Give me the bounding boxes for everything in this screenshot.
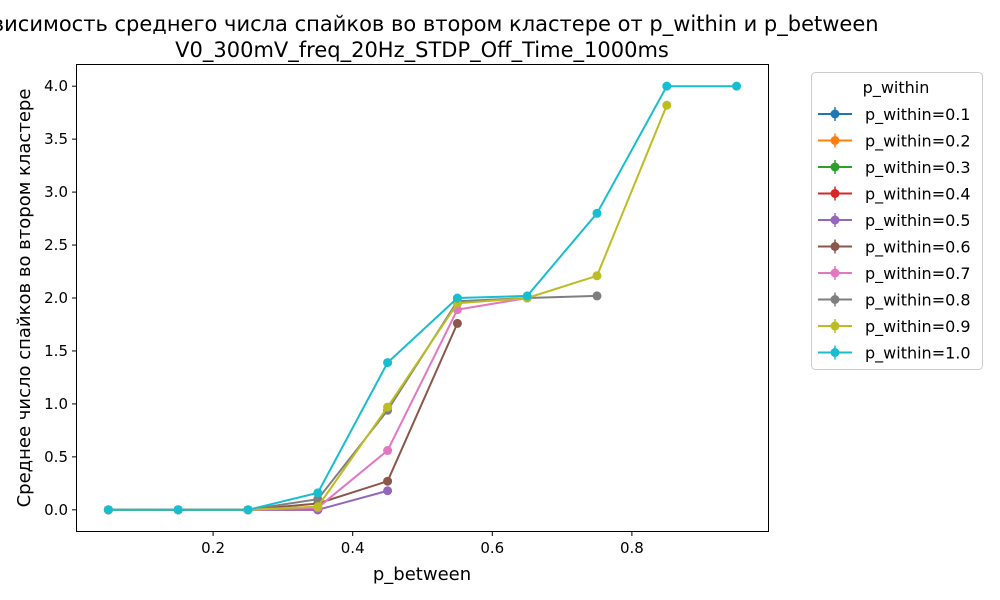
data-point: [243, 505, 253, 515]
legend-marker-swatch: [830, 109, 840, 119]
legend-marker-swatch: [830, 162, 840, 172]
data-point: [592, 271, 602, 281]
legend-entry: p_within=0.3: [818, 158, 971, 178]
series-line: [108, 85, 737, 511]
data-point: [313, 494, 323, 504]
legend-marker-swatch: [830, 215, 840, 225]
y-tick-label: 4.0: [44, 77, 68, 95]
data-point: [383, 476, 393, 486]
y-tick-label: 2.5: [44, 236, 68, 254]
y-tick-label: 1.5: [44, 342, 68, 360]
legend-marker-swatch: [830, 268, 840, 278]
legend-frame: [811, 72, 983, 370]
legend-entry: p_within=1.0: [818, 344, 971, 364]
series-line: [108, 297, 528, 511]
data-point: [383, 402, 393, 412]
data-point: [313, 488, 323, 498]
data-point: [452, 293, 462, 303]
y-axis-label: Среднее число спайков во втором кластере: [14, 89, 35, 508]
plot-series: [103, 81, 742, 515]
series-line: [108, 294, 598, 511]
legend-label: p_within=0.5: [865, 211, 971, 231]
series-7: [103, 293, 532, 515]
legend-label: p_within=0.2: [865, 132, 971, 152]
data-point: [452, 318, 462, 328]
legend-label: p_within=1.0: [865, 344, 971, 364]
legend-label: p_within=0.3: [865, 158, 971, 178]
legend-entry: p_within=0.8: [818, 291, 971, 311]
x-tick-label: 0.2: [201, 539, 225, 557]
chart-title: Зависимость среднего числа спайков во вт…: [0, 12, 879, 37]
data-point: [662, 81, 672, 91]
chart-subtitle: V0_300mV_freq_20Hz_STDP_Off_Time_1000ms: [175, 38, 669, 63]
legend-entry: p_within=0.2: [818, 132, 971, 152]
legend-entry: p_within=0.5: [818, 211, 971, 231]
data-point: [383, 486, 393, 496]
series-8: [103, 291, 602, 515]
y-axis-ticks: 0.0 0.5 1.0 1.5 2.0 2.5 3.0 3.5 4.0: [44, 77, 77, 519]
data-point: [313, 502, 323, 512]
x-tick-label: 0.4: [341, 539, 365, 557]
y-tick-label: 3.0: [44, 183, 68, 201]
legend-label: p_within=0.4: [865, 185, 971, 205]
x-tick-label: 0.8: [620, 539, 644, 557]
legend: p_within p_within=0.1p_within=0.2p_withi…: [811, 72, 983, 370]
data-point: [173, 505, 183, 515]
legend-label: p_within=0.8: [865, 291, 971, 311]
legend-entry: p_within=0.1: [818, 105, 971, 125]
y-tick-label: 2.0: [44, 289, 68, 307]
y-tick-label: 1.0: [44, 395, 68, 413]
legend-title: p_within: [863, 78, 930, 98]
x-axis-ticks: 0.2 0.4 0.6 0.8: [201, 531, 644, 557]
data-point: [592, 291, 602, 301]
legend-label: p_within=0.7: [865, 264, 971, 284]
x-tick-label: 0.6: [480, 539, 504, 557]
legend-label: p_within=0.1: [865, 105, 971, 125]
y-tick-label: 0.0: [44, 501, 68, 519]
legend-marker-swatch: [830, 348, 840, 357]
legend-marker-swatch: [830, 136, 840, 145]
legend-entry: p_within=0.7: [818, 264, 971, 284]
legend-marker-swatch: [830, 189, 840, 198]
legend-entry: p_within=0.4: [818, 185, 971, 205]
x-axis-label: p_between: [373, 564, 471, 585]
legend-marker-swatch: [830, 242, 840, 251]
data-point: [522, 291, 532, 301]
legend-entry: p_within=0.6: [818, 238, 971, 258]
series-6: [103, 318, 462, 515]
data-point: [103, 505, 113, 515]
legend-label: p_within=0.6: [865, 238, 971, 258]
y-tick-label: 3.5: [44, 130, 68, 148]
plot-frame: [76, 64, 769, 532]
data-point: [383, 358, 393, 368]
legend-entry: p_within=0.9: [818, 317, 971, 337]
series-10: [103, 81, 742, 515]
legend-marker-swatch: [830, 321, 840, 331]
y-tick-label: 0.5: [44, 448, 68, 466]
data-point: [662, 100, 672, 110]
legend-marker-swatch: [830, 295, 840, 304]
data-point: [732, 81, 742, 91]
data-point: [383, 446, 393, 456]
legend-entries: p_within=0.1 p_within=0.2 p_within=0.3 p_wi…: [818, 105, 971, 364]
data-point: [592, 208, 602, 218]
legend-label: p_within=0.9: [865, 317, 971, 337]
